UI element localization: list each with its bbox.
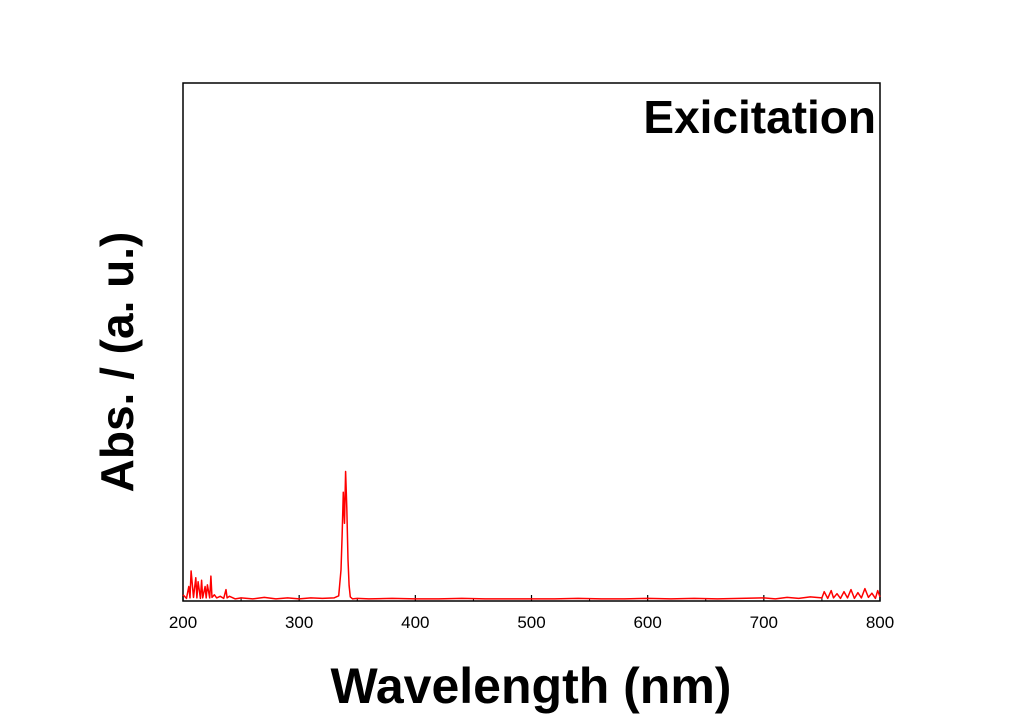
y-axis-title: Abs. / (a. u.) bbox=[91, 232, 143, 493]
x-tick-labels: 200 300 400 500 600 700 800 bbox=[169, 613, 894, 632]
x-tick-label: 800 bbox=[866, 613, 894, 632]
x-tick-label: 300 bbox=[285, 613, 313, 632]
x-tick-label: 400 bbox=[401, 613, 429, 632]
x-tick-label: 200 bbox=[169, 613, 197, 632]
x-tick-label: 700 bbox=[750, 613, 778, 632]
panel-title: Exicitation bbox=[643, 91, 876, 143]
x-tick-label: 500 bbox=[517, 613, 545, 632]
series-line bbox=[182, 470, 881, 600]
x-axis-title: Wavelength (nm) bbox=[331, 658, 732, 714]
plot-frame bbox=[182, 82, 881, 602]
x-tick-label: 600 bbox=[633, 613, 661, 632]
